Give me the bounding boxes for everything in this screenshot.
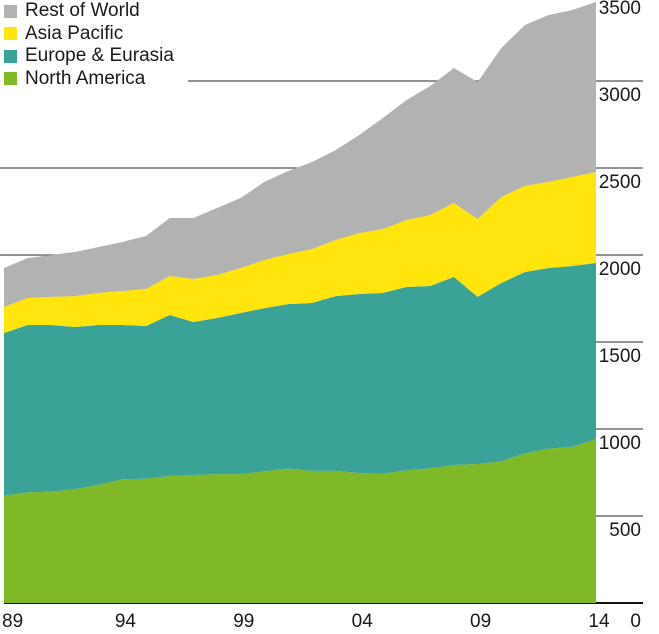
legend-item-north-america: North America bbox=[4, 68, 174, 91]
y-tick-label: 3500 bbox=[599, 0, 641, 19]
legend-item-rest-of-world: Rest of World bbox=[4, 0, 174, 23]
legend-label: North America bbox=[25, 67, 146, 89]
legend-swatch bbox=[4, 27, 17, 41]
x-tick-label: 94 bbox=[115, 611, 137, 632]
legend-swatch bbox=[4, 4, 17, 18]
legend-item-asia-pacific: Asia Pacific bbox=[4, 23, 174, 46]
area-north-america bbox=[4, 439, 596, 603]
legend-label: Rest of World bbox=[25, 0, 140, 22]
area-rest-of-world bbox=[4, 2, 596, 308]
legend: Rest of World Asia Pacific Europe & Eura… bbox=[4, 0, 174, 90]
legend-label: Europe & Eurasia bbox=[25, 45, 174, 67]
y-tick-label: 0 bbox=[630, 611, 641, 632]
y-tick-label: 2500 bbox=[599, 172, 641, 193]
x-tick-label: 89 bbox=[2, 611, 23, 632]
x-tick-label: 99 bbox=[233, 611, 254, 632]
y-tick-label: 2000 bbox=[599, 259, 641, 280]
legend-item-europe-eurasia: Europe & Eurasia bbox=[4, 45, 174, 68]
y-tick-label: 1500 bbox=[599, 346, 641, 367]
areas bbox=[4, 2, 596, 603]
x-tick-label: 04 bbox=[352, 611, 374, 632]
x-tick-label: 14 bbox=[588, 611, 610, 632]
y-tick-label: 3000 bbox=[599, 85, 641, 106]
legend-swatch bbox=[4, 72, 17, 86]
area-europe-eurasia bbox=[4, 263, 596, 496]
y-tick-label: 1000 bbox=[599, 433, 641, 454]
y-tick-label: 500 bbox=[609, 520, 641, 541]
legend-swatch bbox=[4, 49, 17, 63]
legend-label: Asia Pacific bbox=[25, 22, 124, 44]
area-asia-pacific bbox=[4, 172, 596, 333]
x-tick-label: 09 bbox=[470, 611, 491, 632]
tick-labels: 0 500 1000 1500 2000 2500 3000 3500 89 94 99 04 09 14 bbox=[2, 0, 641, 632]
